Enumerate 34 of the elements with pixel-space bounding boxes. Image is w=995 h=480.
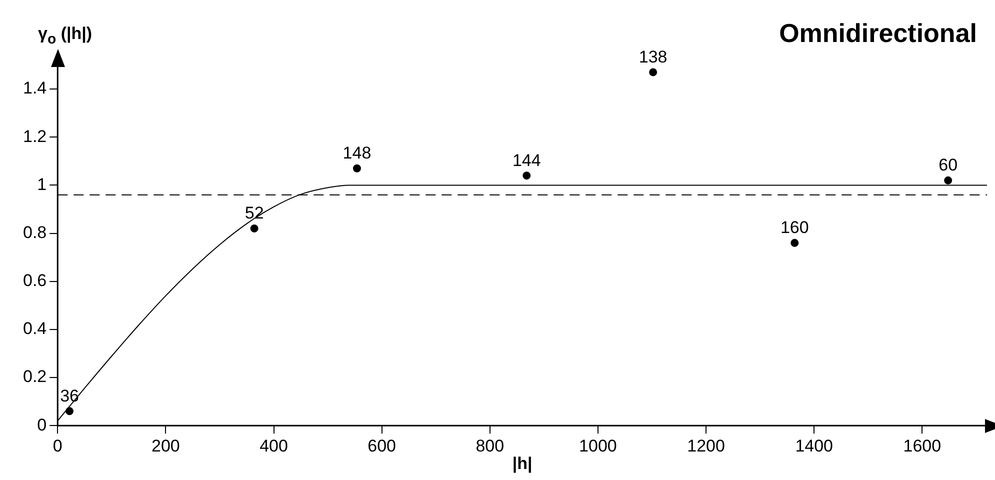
y-axis-title: γ$_{o}$ (|h|) — [38, 24, 92, 48]
point — [649, 68, 658, 76]
y-tick-label: 1.4 — [22, 78, 47, 98]
y-tick-label: 0.2 — [22, 367, 47, 386]
x-tick-label: 0 — [52, 436, 62, 456]
annotation: 52 — [244, 204, 264, 223]
point — [522, 172, 531, 180]
y-tick-label: 0 — [37, 415, 47, 434]
point — [66, 407, 74, 416]
point — [352, 164, 361, 172]
annotation: 148 — [342, 144, 372, 163]
point — [790, 238, 799, 247]
point — [944, 176, 952, 184]
x-tick-label: 600 — [368, 436, 396, 456]
annotation: 138 — [638, 47, 668, 66]
point — [250, 224, 258, 232]
y-tick-label: 0.4 — [22, 319, 47, 338]
x-tick-label: 1600 — [903, 436, 942, 456]
x-tick-label: 1000 — [579, 436, 617, 456]
x-tick-label: 400 — [260, 436, 288, 456]
x-tick-label: 200 — [152, 436, 180, 456]
annotation: 60 — [938, 156, 958, 175]
y-tick-label: 0.8 — [22, 222, 47, 242]
x-tick-label: 1200 — [687, 436, 725, 456]
chart-title: Omnidirectional — [779, 18, 977, 49]
annotation: 144 — [512, 150, 541, 170]
x-tick-label: 800 — [476, 436, 504, 456]
y-tick-label: 1.2 — [22, 126, 47, 146]
x-tick-label: 1400 — [795, 436, 834, 456]
x-axis-title: |h| — [512, 454, 532, 474]
annotation: 36 — [60, 386, 79, 406]
y-tick-label: 1 — [37, 174, 47, 194]
y-tick-label: 0.6 — [22, 271, 47, 290]
annotation: 160 — [780, 218, 809, 238]
